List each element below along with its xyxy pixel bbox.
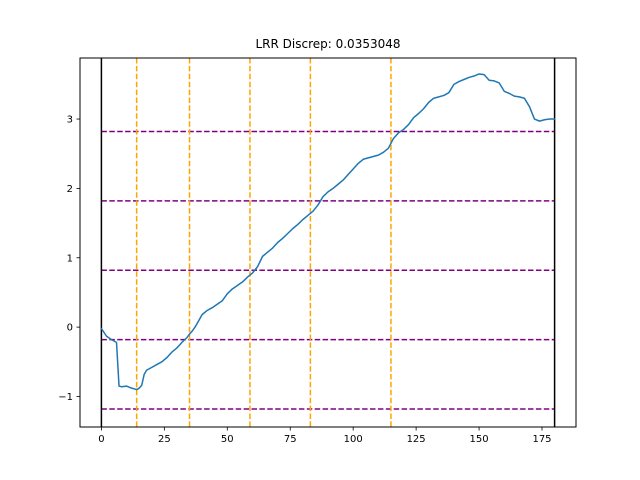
x-tick-label-5: 125	[407, 434, 426, 445]
x-tick-label-0: 0	[98, 434, 104, 445]
y-tick-label-3: 2	[67, 184, 73, 195]
x-tick-label-2: 50	[221, 434, 234, 445]
y-tick-label-1: 0	[67, 323, 73, 334]
y-tick-label-2: 1	[67, 253, 73, 264]
x-tick-label-1: 25	[158, 434, 171, 445]
plot-area	[100, 58, 556, 427]
axes-frame	[79, 57, 577, 428]
y-tick-label-4: 3	[67, 115, 73, 126]
y-axis: −1 0 1 2 3	[58, 115, 80, 403]
x-tick-label-3: 75	[284, 434, 297, 445]
x-axis: 0 25 50 75 100 125 150 175	[98, 427, 552, 445]
chart-title: LRR Discrep: 0.0353048	[255, 37, 400, 51]
series-line-0	[100, 73, 556, 391]
x-tick-label-4: 100	[344, 434, 363, 445]
x-tick-label-7: 175	[532, 434, 551, 445]
y-tick-label-0: −1	[58, 392, 73, 403]
x-tick-label-6: 150	[470, 434, 489, 445]
